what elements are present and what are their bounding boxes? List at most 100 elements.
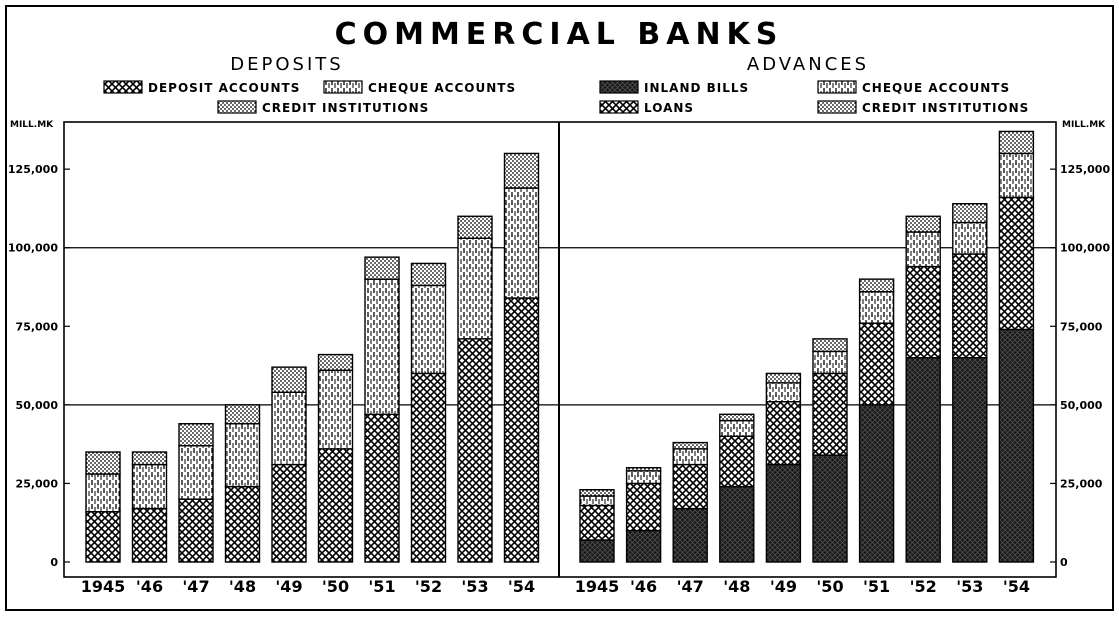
left-tick-label: 75,000 — [16, 320, 59, 333]
deposits-x-label: '51 — [368, 577, 395, 596]
deposits-x-label: 1945 — [81, 577, 126, 596]
advances-bar-cheque-accounts — [625, 470, 662, 485]
deposits-bar-deposit-accounts — [364, 413, 400, 563]
legend: DEPOSIT ACCOUNTS CHEQUE ACCOUNTS CREDIT IN… — [103, 80, 1028, 115]
advances-bar-credit-institutions — [905, 215, 941, 233]
advances-x-label: '53 — [956, 577, 983, 596]
deposits-legend-label-cheque-accounts: CHEQUE ACCOUNTS — [368, 81, 516, 95]
advances-bar-loans — [905, 265, 941, 359]
right-unit-label: MILL.MK — [1062, 120, 1106, 130]
advances-legend-swatch-cheque-accounts — [817, 80, 857, 94]
deposits-bar-cheque-accounts — [271, 391, 307, 466]
deposits-bar-cheque-accounts — [410, 284, 447, 375]
advances-legend-label-inland-bills: INLAND BILLS — [644, 81, 749, 95]
deposits-bar-credit-institutions — [503, 152, 540, 189]
x-axis-ticks: 1945 '46 '47 '48 '49 '50 '51 '52 '53 '54 1945 '46 '4… — [81, 577, 1030, 596]
deposits-legend-swatch-cheque-accounts — [323, 80, 363, 94]
advances-legend-swatch-credit-institutions — [817, 100, 857, 114]
advances-bar-credit-institutions — [625, 467, 662, 472]
advances-bar-cheque-accounts — [952, 221, 988, 255]
advances-bar-loans — [672, 463, 708, 510]
advances-bar-loans — [625, 482, 662, 532]
advances-bar-loans — [952, 253, 988, 359]
deposits-bar-deposit-accounts — [503, 297, 540, 563]
deposits-x-label: '47 — [182, 577, 209, 596]
advances-legend-label-loans: LOANS — [644, 101, 694, 115]
right-tick-label: 100,000 — [1060, 242, 1110, 255]
chart-title: COMMERCIAL BANKS — [335, 17, 784, 52]
advances-bar-inland-bills — [625, 529, 662, 563]
deposits-bar-cheque-accounts — [317, 369, 354, 450]
advances-x-label: '49 — [770, 577, 797, 596]
advances-bar-inland-bills — [858, 404, 895, 563]
deposits-legend-label-deposit-accounts: DEPOSIT ACCOUNTS — [148, 81, 300, 95]
advances-bar-loans — [765, 401, 802, 466]
left-tick-label: 0 — [50, 556, 58, 569]
advances-x-label: 1945 — [575, 577, 620, 596]
advances-bar-inland-bills — [765, 463, 802, 563]
advances-bar-inland-bills — [998, 328, 1035, 563]
deposits-bar-cheque-accounts — [131, 463, 168, 510]
deposits-x-label: '53 — [461, 577, 488, 596]
advances-bar-credit-institutions — [998, 130, 1035, 155]
advances-bar-loans — [812, 372, 848, 456]
bars — [85, 130, 1035, 563]
deposits-bar-deposit-accounts — [457, 338, 493, 563]
advances-bar-credit-institutions — [672, 441, 708, 450]
left-tick-label: 25,000 — [16, 477, 59, 490]
advances-x-label: '52 — [910, 577, 937, 596]
deposits-bar-credit-institutions — [131, 451, 168, 466]
advances-bar-credit-institutions — [858, 278, 895, 293]
advances-bar-cheque-accounts — [719, 419, 755, 437]
deposits-bar-credit-institutions — [364, 256, 400, 280]
advances-x-label: '46 — [630, 577, 657, 596]
advances-bar-credit-institutions — [952, 203, 988, 224]
advances-bar-cheque-accounts — [998, 152, 1035, 199]
left-tick-label: 100,000 — [8, 242, 58, 255]
deposits-bar-deposit-accounts — [178, 498, 214, 563]
deposits-x-label: '54 — [508, 577, 535, 596]
advances-bar-inland-bills — [579, 539, 615, 563]
deposits-bar-cheque-accounts — [457, 237, 493, 340]
right-tick-label: 125,000 — [1060, 163, 1110, 176]
advances-bar-cheque-accounts — [765, 382, 802, 403]
advances-bar-credit-institutions — [579, 489, 615, 497]
advances-bar-loans — [998, 196, 1035, 331]
deposits-bar-credit-institutions — [410, 262, 447, 287]
deposits-bar-credit-institutions — [317, 353, 354, 371]
left-unit-label: MILL.MK — [10, 120, 54, 130]
advances-legend-label-cheque-accounts: CHEQUE ACCOUNTS — [862, 81, 1010, 95]
advances-bar-cheque-accounts — [672, 448, 708, 466]
deposits-bar-credit-institutions — [224, 404, 261, 425]
advances-bar-loans — [719, 435, 755, 488]
figure-border — [5, 5, 1114, 611]
deposits-bar-credit-institutions — [178, 423, 214, 447]
advances-x-label: '54 — [1003, 577, 1030, 596]
right-tick-label: 50,000 — [1060, 399, 1103, 412]
advances-bar-cheque-accounts — [579, 495, 615, 507]
advances-bar-cheque-accounts — [812, 350, 848, 375]
advances-bar-inland-bills — [812, 454, 848, 563]
deposits-bar-cheque-accounts — [364, 278, 400, 415]
deposits-x-label: '46 — [136, 577, 163, 596]
deposits-x-label: '50 — [322, 577, 349, 596]
deposits-bar-deposit-accounts — [271, 463, 307, 563]
advances-bar-inland-bills — [952, 357, 988, 563]
advances-bar-cheque-accounts — [905, 231, 941, 268]
deposits-bar-deposit-accounts — [85, 511, 121, 563]
left-tick-label: 125,000 — [8, 163, 58, 176]
advances-bar-credit-institutions — [812, 338, 848, 353]
advances-bar-credit-institutions — [765, 372, 802, 384]
y-axis-ticks: 0 0 25,000 25,000 50,000 50,000 75,000 75,000 10… — [8, 163, 1111, 569]
deposits-bar-deposit-accounts — [224, 485, 261, 563]
deposits-bar-credit-institutions — [457, 215, 493, 239]
deposits-bar-deposit-accounts — [317, 448, 354, 563]
advances-bar-inland-bills — [672, 507, 708, 563]
advances-x-label: '50 — [816, 577, 843, 596]
advances-legend-swatch-loans — [599, 100, 639, 114]
deposits-bar-cheque-accounts — [85, 473, 121, 513]
advances-x-label: '51 — [863, 577, 890, 596]
deposits-bar-credit-institutions — [271, 366, 307, 393]
